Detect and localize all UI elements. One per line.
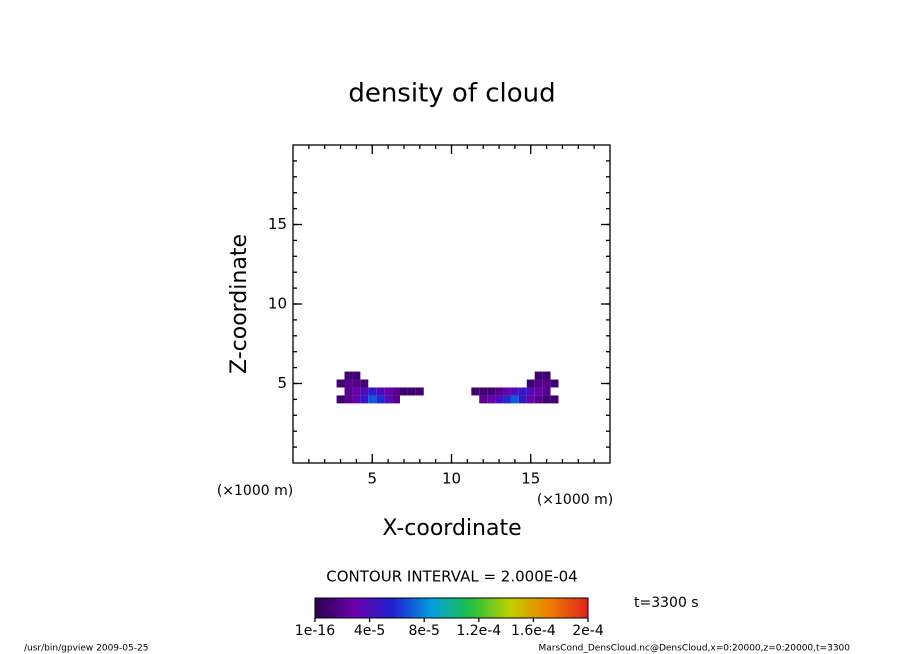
contour-cell	[542, 371, 551, 380]
contour-cell	[344, 387, 353, 396]
contour-cell	[503, 395, 511, 404]
contour-cell	[384, 395, 393, 404]
contour-cell	[479, 395, 488, 404]
x-tick-label: 15	[521, 470, 540, 488]
contour-cell	[518, 387, 527, 396]
colorbar	[314, 597, 589, 619]
contour-cell	[336, 379, 345, 388]
contour-cell	[399, 387, 408, 396]
contour-cell	[479, 387, 488, 396]
contour-cell	[352, 395, 361, 404]
contour-cell	[392, 395, 400, 404]
contour-cell	[352, 371, 361, 380]
y-axis-label: Z-coordinate	[227, 234, 252, 374]
contour-cell	[376, 395, 385, 404]
contour-cell	[471, 387, 480, 396]
contour-cell	[510, 387, 519, 396]
colorbar-tick-label: 1.2e-4	[456, 623, 501, 639]
contour-cell	[495, 395, 504, 404]
contour-cell	[550, 395, 559, 404]
y-unit: (×1000 m)	[217, 483, 293, 499]
colorbar-tick-label: 1.6e-4	[511, 623, 556, 639]
x-tick-label: 5	[367, 470, 377, 488]
time-label: t=3300 s	[634, 595, 699, 611]
contour-cell	[534, 371, 543, 380]
y-tick-label: 5	[277, 374, 287, 392]
footer-left: /usr/bin/gpview 2009-05-25	[24, 644, 148, 654]
y-tick-label: 15	[268, 215, 287, 233]
plot-frame	[292, 144, 611, 464]
x-unit: (×1000 m)	[537, 492, 613, 508]
contour-cell	[542, 387, 551, 396]
contour-cell	[503, 387, 511, 396]
contour-cell	[368, 395, 377, 404]
contour-cell	[534, 387, 543, 396]
contour-cell	[360, 387, 369, 396]
contour-cell	[495, 387, 504, 396]
contour-cell	[360, 379, 369, 388]
contour-cell	[336, 395, 345, 404]
contour-cell	[384, 387, 393, 396]
y-tick-label: 10	[268, 295, 287, 313]
contour-cell	[542, 395, 551, 404]
x-tick-label: 10	[442, 470, 461, 488]
contour-cell	[344, 371, 353, 380]
contour-cell	[550, 379, 559, 388]
contour-cell	[487, 387, 496, 396]
contour-cell	[526, 379, 535, 388]
contour-cell	[510, 395, 519, 404]
contour-cell	[344, 379, 353, 388]
contour-cell	[518, 395, 527, 404]
contour-cell	[534, 379, 543, 388]
contour-cell	[407, 387, 416, 396]
contour-cell	[392, 387, 400, 396]
contour-interval: CONTOUR INTERVAL = 2.000E-04	[326, 568, 577, 586]
contour-cell	[542, 379, 551, 388]
contour-cell	[352, 379, 361, 388]
contour-cell	[368, 387, 377, 396]
contour-cell	[360, 395, 369, 404]
colorbar-tick-label: 8e-5	[408, 623, 439, 639]
contour-cell	[534, 395, 543, 404]
contour-cell	[352, 387, 361, 396]
contour-cell	[526, 387, 535, 396]
footer-right: MarsCond_DensCloud.nc@DensCloud,x=0:2000…	[539, 644, 851, 654]
colorbar-tick-label: 4e-5	[354, 623, 385, 639]
contour-cell	[344, 395, 353, 404]
contour-cell	[376, 387, 385, 396]
chart-title: density of cloud	[348, 79, 555, 109]
contour-cell	[415, 387, 424, 396]
x-axis-label: X-coordinate	[382, 516, 521, 541]
colorbar-tick-label: 2e-4	[572, 623, 604, 639]
contour-cell	[487, 395, 496, 404]
contour-cell	[526, 395, 535, 404]
colorbar-tick-label: 1e-16	[295, 623, 335, 639]
